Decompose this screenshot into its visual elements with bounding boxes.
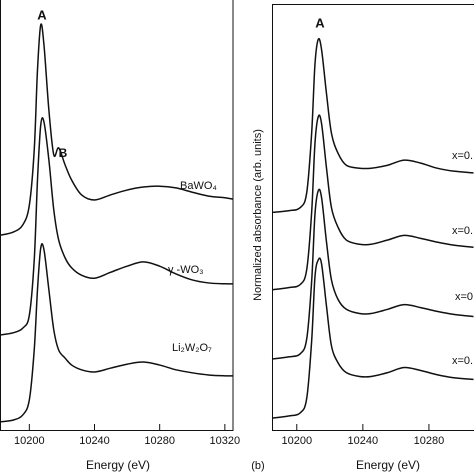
spectrum-line <box>271 37 474 214</box>
spectrum-line <box>271 114 474 291</box>
x-axis-label: Energy (eV) <box>86 458 150 472</box>
panel-b-frame <box>272 4 474 431</box>
peak-label: B <box>59 146 68 160</box>
x-tick-label: 10200 <box>14 435 45 447</box>
y-axis-label: Normalized absorbance (arb. units) <box>252 129 264 301</box>
spectrum-line <box>271 257 474 419</box>
x-tick-label: 10320 <box>210 435 241 447</box>
x-tick-label: 10240 <box>79 435 110 447</box>
spectrum-line <box>0 243 234 423</box>
series-label: BaWO₄ <box>180 180 217 192</box>
spectrum-line <box>0 23 234 236</box>
x-tick-label: 10200 <box>281 435 312 447</box>
spectrum-line <box>0 117 234 336</box>
x-tick-label: 10280 <box>144 435 175 447</box>
x-axis-label: Energy (eV) <box>356 458 420 472</box>
peak-label: A <box>37 7 47 22</box>
panel-a-frame <box>0 0 234 431</box>
peak-label: A <box>315 15 325 30</box>
x-tick-label: 10240 <box>348 435 379 447</box>
spectrum-line <box>271 188 474 360</box>
series-label: γ -WO₃ <box>168 264 204 276</box>
series-label: x=0. <box>452 225 473 237</box>
series-label: x=0 <box>455 291 473 303</box>
x-tick-label: 10280 <box>414 435 445 447</box>
series-label: x=0. <box>452 355 473 367</box>
series-label: Li₂W₂O₇ <box>172 342 212 354</box>
series-label: x=0. <box>452 150 473 162</box>
panel-label: (b) <box>251 460 264 472</box>
